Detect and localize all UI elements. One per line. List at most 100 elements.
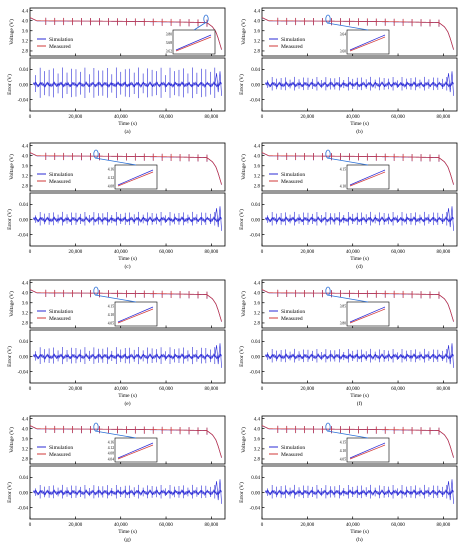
voltage-y-tick-label: 4.4 bbox=[254, 144, 261, 149]
legend-label-measured: Measured bbox=[281, 44, 303, 50]
inset-tick-label: 4.08 bbox=[108, 452, 114, 456]
zoom-marker bbox=[93, 149, 99, 159]
voltage-axes-frame bbox=[261, 142, 458, 192]
panel-g: 4.4 4.0 3.6 3.2 2.8 0.04 0.00 -0.04 0 20,000 40,00… bbox=[6, 415, 226, 543]
error-y-tick-label: -0.04 bbox=[18, 506, 29, 511]
x-tick-label: 0 bbox=[29, 387, 32, 392]
voltage-axes-frame bbox=[29, 142, 226, 192]
zoom-marker bbox=[325, 149, 331, 159]
legend-label-simulation: Simulation bbox=[49, 309, 73, 315]
inset-measured-line bbox=[349, 308, 386, 324]
inset-tick-label: 4.10 bbox=[340, 449, 346, 453]
voltage-axis-title: Voltage (V) bbox=[240, 291, 247, 317]
error-y-tick-label: 0.04 bbox=[19, 203, 28, 208]
panel-e: 4.4 4.0 3.6 3.2 2.8 0.04 0.00 -0.04 0 20,000 40,00… bbox=[6, 279, 226, 407]
panel-label: (g) bbox=[124, 536, 131, 543]
x-tick-label: 40,000 bbox=[114, 250, 128, 255]
x-tick-label: 80,000 bbox=[437, 115, 451, 120]
inset-tick-label: 4.10 bbox=[108, 313, 114, 317]
panel-label: (e) bbox=[124, 400, 130, 407]
inset-measured-line bbox=[117, 308, 154, 324]
zoom-marker bbox=[325, 14, 331, 24]
x-tick-label: 80,000 bbox=[205, 523, 219, 528]
inset-measured-line bbox=[117, 171, 154, 187]
x-tick-label: 60,000 bbox=[159, 115, 173, 120]
inset-tick-label: 4.15 bbox=[340, 167, 346, 171]
voltage-y-tick-label: 2.8 bbox=[22, 458, 29, 463]
inset-tick-label: 4.04 bbox=[108, 457, 114, 461]
voltage-y-tick-label: 4.4 bbox=[22, 281, 29, 286]
zoom-marker bbox=[325, 422, 331, 432]
x-tick-label: 0 bbox=[261, 115, 264, 120]
measured-line bbox=[29, 425, 222, 458]
error-line bbox=[265, 479, 454, 504]
x-tick-label: 60,000 bbox=[159, 250, 173, 255]
measured-line bbox=[261, 152, 454, 185]
voltage-y-tick-label: 4.4 bbox=[254, 417, 261, 422]
inset-tick-label: 4.12 bbox=[108, 176, 114, 180]
voltage-axes-frame bbox=[261, 279, 458, 329]
error-axis-title: Error (V) bbox=[238, 209, 245, 230]
voltage-y-tick-label: 3.6 bbox=[22, 30, 29, 35]
measured-line bbox=[29, 152, 222, 185]
inset-tick-label: 4.15 bbox=[340, 440, 346, 444]
legend-label-simulation: Simulation bbox=[281, 37, 305, 43]
error-y-tick-label: 0.00 bbox=[19, 83, 28, 88]
error-y-tick-label: -0.04 bbox=[18, 233, 29, 238]
voltage-y-tick-label: 2.8 bbox=[254, 185, 261, 190]
error-y-tick-label: 0.04 bbox=[251, 203, 260, 208]
legend-label-simulation: Simulation bbox=[281, 172, 305, 178]
legend-label-simulation: Simulation bbox=[49, 445, 73, 451]
error-line bbox=[265, 71, 454, 96]
error-y-tick-label: 0.04 bbox=[19, 340, 28, 345]
error-y-tick-label: 0.04 bbox=[251, 340, 260, 345]
x-tick-label: 40,000 bbox=[346, 387, 360, 392]
time-axis-title: Time (s) bbox=[118, 392, 137, 399]
x-tick-label: 20,000 bbox=[68, 523, 82, 528]
voltage-y-tick-label: 3.2 bbox=[254, 40, 261, 45]
legend-label-measured: Measured bbox=[49, 44, 71, 50]
panel-c: 4.4 4.0 3.6 3.2 2.8 0.04 0.00 -0.04 0 20,000 40,00… bbox=[6, 142, 226, 270]
x-tick-label: 20,000 bbox=[300, 250, 314, 255]
voltage-y-tick-label: 3.2 bbox=[22, 175, 29, 180]
voltage-y-tick-label: 3.6 bbox=[22, 438, 29, 443]
voltage-y-tick-label: 4.0 bbox=[22, 427, 29, 432]
inset-simulation-line bbox=[349, 34, 386, 51]
voltage-y-tick-label: 4.4 bbox=[254, 281, 261, 286]
legend-label-measured: Measured bbox=[281, 452, 303, 458]
voltage-y-tick-label: 4.0 bbox=[22, 19, 29, 24]
error-y-tick-label: -0.04 bbox=[250, 233, 261, 238]
voltage-axes-frame bbox=[29, 279, 226, 329]
legend-label-simulation: Simulation bbox=[49, 37, 73, 43]
error-line bbox=[33, 67, 222, 99]
panel-label: (d) bbox=[356, 263, 363, 270]
x-tick-label: 0 bbox=[261, 387, 264, 392]
x-tick-label: 20,000 bbox=[68, 250, 82, 255]
legend-label-measured: Measured bbox=[281, 179, 303, 185]
x-tick-label: 0 bbox=[261, 523, 264, 528]
voltage-y-tick-label: 3.6 bbox=[254, 165, 261, 170]
x-tick-label: 60,000 bbox=[391, 523, 405, 528]
panel-h: 4.4 4.0 3.6 3.2 2.8 0.04 0.00 -0.04 0 20,000 40,00… bbox=[238, 415, 458, 543]
error-y-tick-label: 0.04 bbox=[251, 68, 260, 73]
inset-tick-label: 4.05 bbox=[108, 321, 114, 325]
voltage-axis-title: Voltage (V) bbox=[8, 427, 15, 453]
inset-tick-label: 4.16 bbox=[108, 440, 114, 444]
x-tick-label: 40,000 bbox=[114, 523, 128, 528]
legend-label-simulation: Simulation bbox=[49, 172, 73, 178]
x-tick-label: 0 bbox=[261, 250, 264, 255]
voltage-axis-title: Voltage (V) bbox=[240, 427, 247, 453]
error-y-tick-label: -0.04 bbox=[250, 370, 261, 375]
x-tick-label: 80,000 bbox=[437, 250, 451, 255]
error-axis-title: Error (V) bbox=[238, 482, 245, 503]
inset-measured-line bbox=[117, 444, 154, 460]
inset-tick-label: 4.10 bbox=[340, 184, 346, 188]
error-axis-title: Error (V) bbox=[6, 346, 13, 367]
x-tick-label: 80,000 bbox=[205, 387, 219, 392]
time-axis-title: Time (s) bbox=[118, 528, 137, 535]
voltage-y-tick-label: 2.8 bbox=[22, 185, 29, 190]
measured-line bbox=[261, 289, 454, 322]
error-y-tick-label: 0.04 bbox=[19, 476, 28, 481]
inset-tick-label: 4.05 bbox=[340, 457, 346, 461]
voltage-y-tick-label: 2.8 bbox=[254, 458, 261, 463]
